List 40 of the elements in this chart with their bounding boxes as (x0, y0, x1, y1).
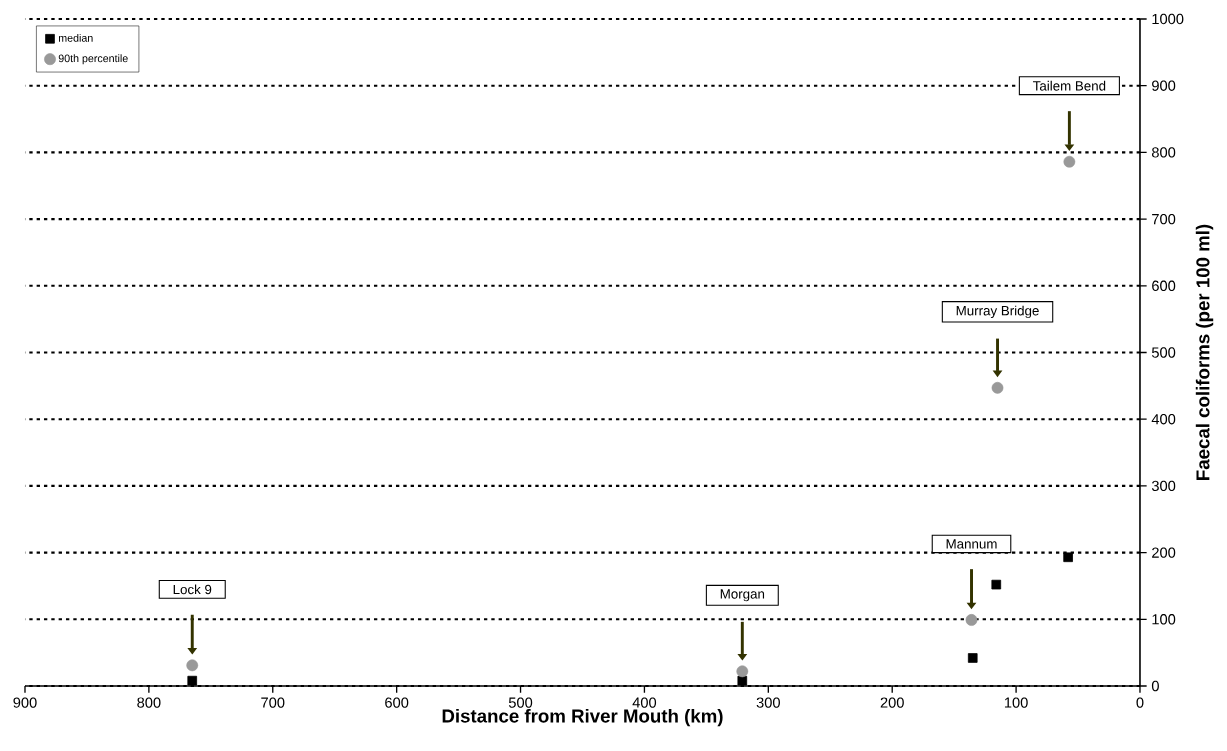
point (991, 579, 1002, 590)
x-tick-label: 500 (508, 697, 533, 708)
x-tick-label: 700 (261, 697, 285, 708)
y-tick-label: 600 (1152, 280, 1176, 291)
point (967, 653, 978, 663)
point (991, 381, 1004, 394)
x-tick-label: 200 (880, 697, 904, 708)
x-tick-label: 0 (1136, 697, 1144, 708)
point (187, 675, 198, 686)
y-tick-label: 900 (1152, 80, 1176, 91)
point (965, 614, 978, 626)
x-tick-label: 800 (137, 697, 161, 708)
y-tick-label: 200 (1152, 547, 1176, 558)
point (186, 659, 199, 672)
y-tick-label: 100 (1152, 614, 1176, 625)
point (737, 675, 748, 686)
x-tick-label: 600 (385, 697, 409, 708)
annotation: Lock 9 (173, 584, 212, 595)
legend-label: 90th percentile (58, 54, 128, 65)
annotation: Tailem Bend (1032, 80, 1106, 91)
annotation: Murray Bridge (956, 305, 1039, 319)
y-tick-label: 700 (1152, 213, 1176, 225)
x-tick-label: 900 (13, 697, 37, 708)
point (736, 665, 749, 678)
y-tick-label: 800 (1151, 147, 1176, 158)
x-tick-label: 400 (632, 697, 657, 708)
point (1063, 155, 1076, 168)
y-tick-label: 0 (1151, 680, 1159, 692)
x-tick-label: 300 (756, 697, 780, 708)
y-tick-label: 300 (1151, 480, 1176, 492)
y-tick-label: 1000 (1152, 13, 1184, 25)
x-tick-label: 100 (1004, 697, 1028, 708)
point (1063, 552, 1073, 563)
y-tick-label: 500 (1151, 347, 1176, 358)
annotation: Morgan (720, 589, 765, 602)
y-tick-label: 400 (1151, 414, 1176, 425)
x-axis-title: Distance from River Mouth (km) (442, 708, 723, 727)
legend-label: median (58, 33, 93, 42)
annotation: Mannum (946, 539, 997, 549)
y-axis-title: Faecal coliforms (per 100 ml) (1195, 224, 1214, 480)
